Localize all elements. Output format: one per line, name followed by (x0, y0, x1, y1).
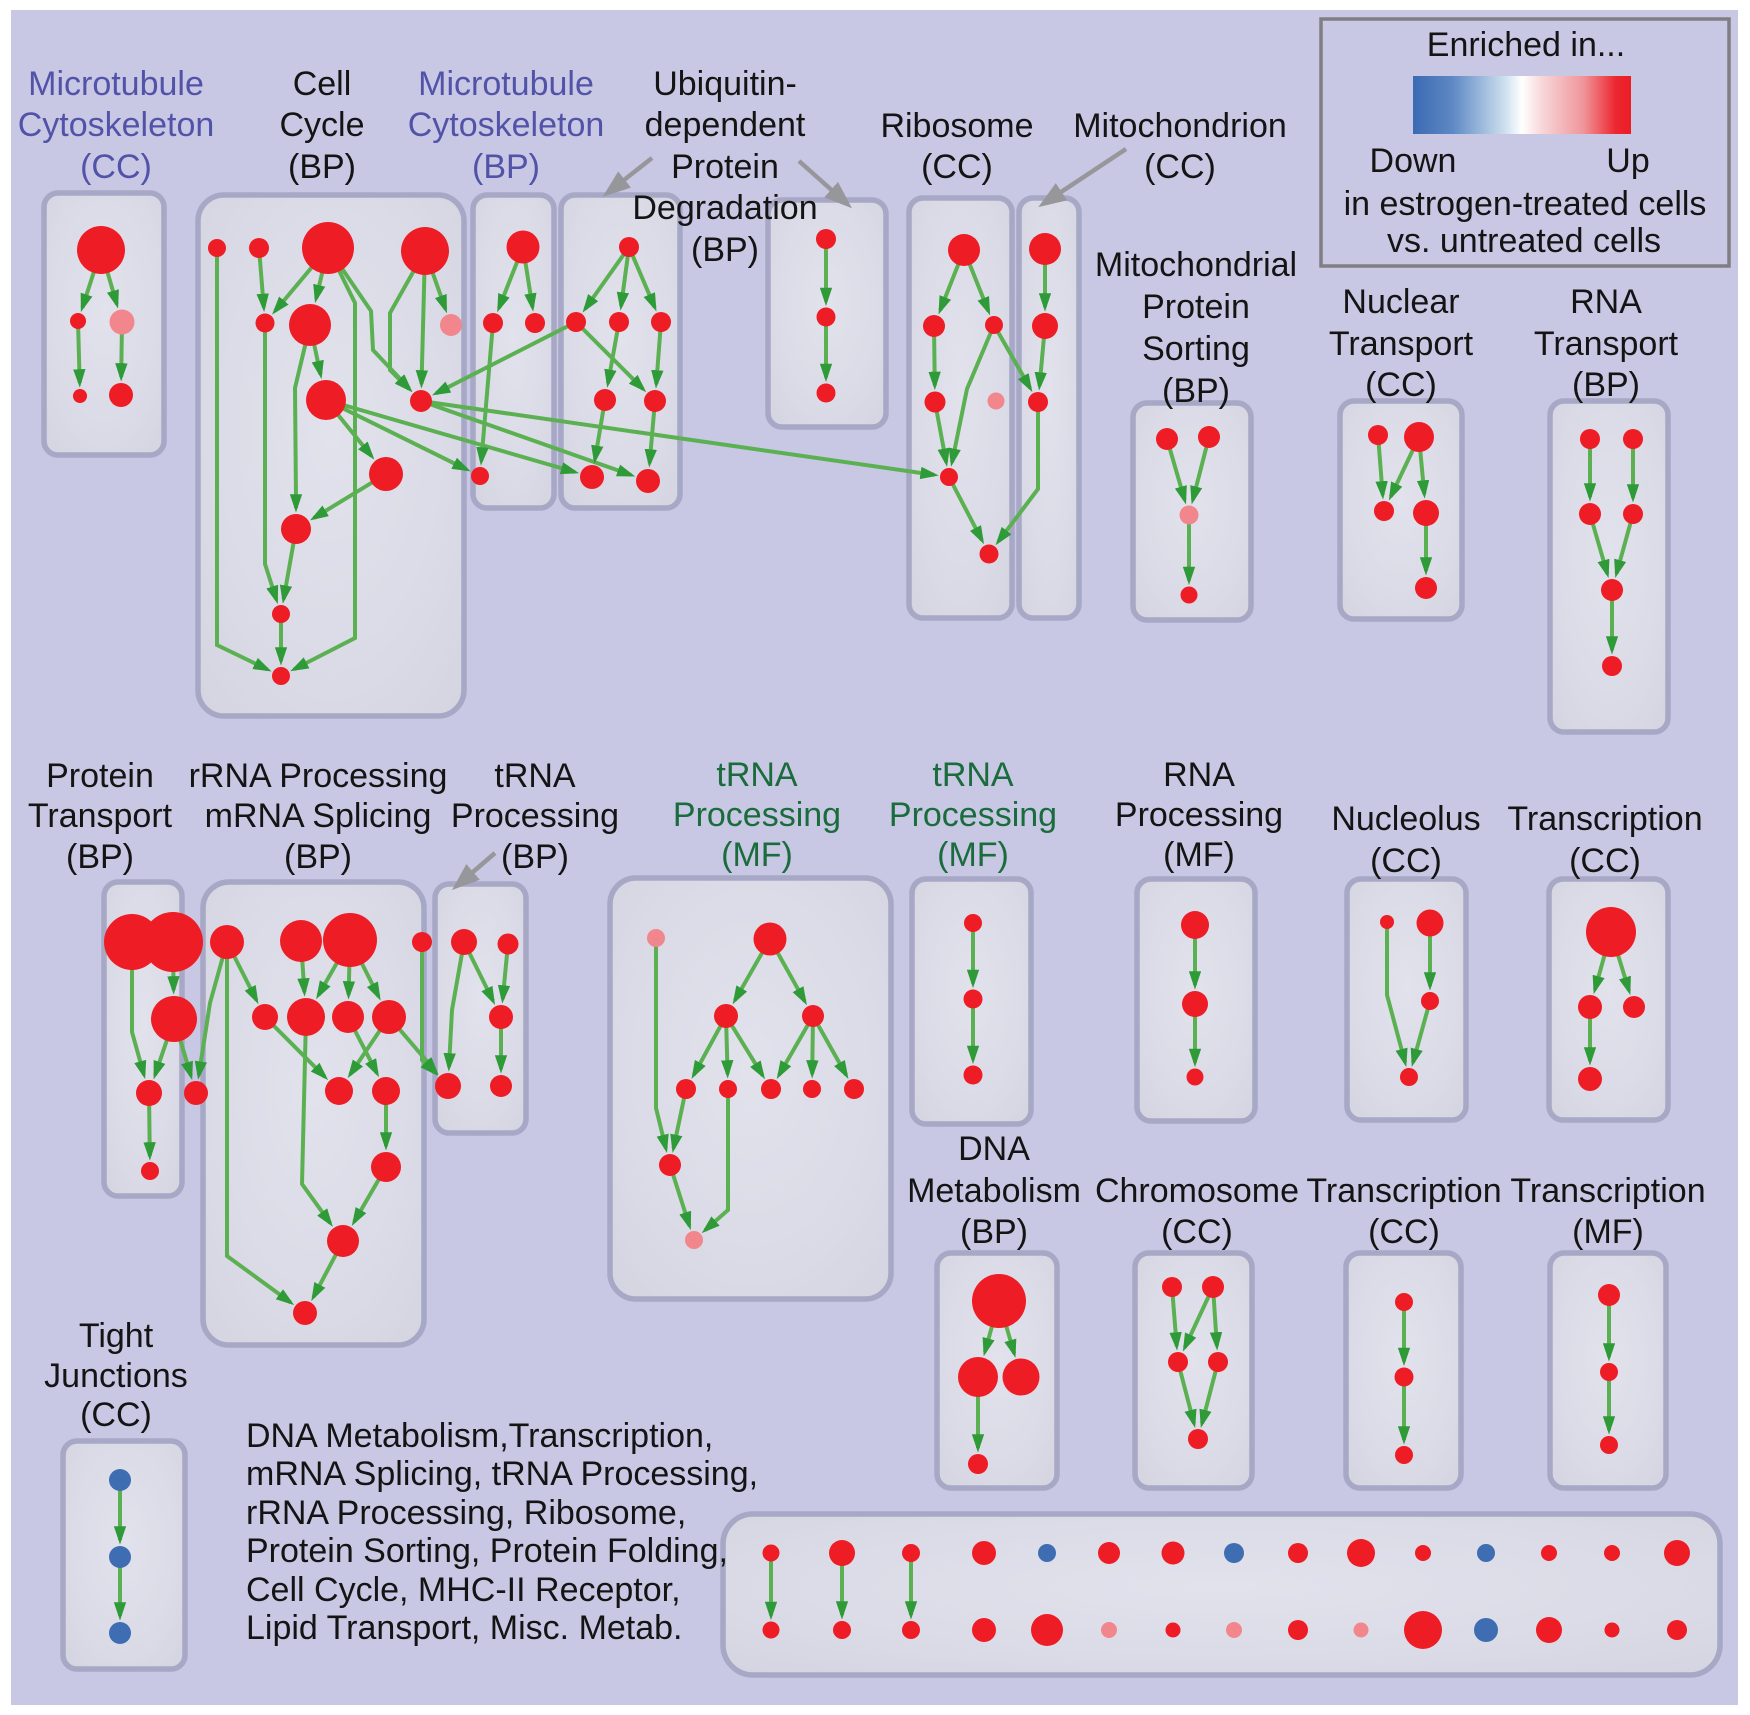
svg-text:tRNA: tRNA (494, 757, 576, 795)
svg-text:Cytoskeleton: Cytoskeleton (408, 106, 605, 144)
svg-text:Ubiquitin-: Ubiquitin- (653, 65, 797, 103)
svg-text:Mitochondrial: Mitochondrial (1095, 246, 1297, 284)
svg-text:tRNA: tRNA (932, 756, 1014, 794)
svg-text:Down: Down (1370, 142, 1457, 180)
svg-text:(BP): (BP) (960, 1213, 1028, 1251)
svg-text:Cell: Cell (293, 65, 352, 103)
svg-text:(CC): (CC) (1161, 1213, 1233, 1251)
svg-text:Protein: Protein (46, 757, 154, 795)
svg-text:(CC): (CC) (921, 148, 993, 186)
svg-text:Transport: Transport (28, 797, 173, 835)
svg-text:Nuclear: Nuclear (1342, 283, 1459, 321)
svg-text:Degradation: Degradation (632, 189, 817, 227)
svg-text:DNA: DNA (958, 1130, 1030, 1168)
svg-text:(BP): (BP) (284, 838, 352, 876)
svg-text:mRNA Splicing, tRNA Processing: mRNA Splicing, tRNA Processing, (246, 1455, 758, 1493)
svg-text:Transcription: Transcription (1306, 1172, 1501, 1210)
svg-text:(CC): (CC) (1370, 842, 1442, 880)
svg-text:(CC): (CC) (80, 1396, 152, 1434)
svg-text:Sorting: Sorting (1142, 330, 1250, 368)
svg-text:(MF): (MF) (721, 836, 793, 874)
svg-text:(BP): (BP) (691, 231, 759, 269)
svg-text:(BP): (BP) (1572, 366, 1640, 404)
svg-text:mRNA Splicing: mRNA Splicing (205, 797, 432, 835)
svg-text:Processing: Processing (451, 797, 619, 835)
svg-text:Chromosome: Chromosome (1095, 1172, 1299, 1210)
svg-text:Enriched in...: Enriched in... (1427, 26, 1625, 64)
svg-text:Processing: Processing (673, 796, 841, 834)
svg-text:rRNA Processing, Ribosome,: rRNA Processing, Ribosome, (246, 1494, 686, 1532)
svg-text:Transport: Transport (1329, 325, 1474, 363)
svg-text:Microtubule: Microtubule (418, 65, 594, 103)
svg-text:Tight: Tight (79, 1317, 154, 1355)
svg-text:Up: Up (1606, 142, 1649, 180)
svg-text:Cell Cycle, MHC-II Receptor,: Cell Cycle, MHC-II Receptor, (246, 1571, 681, 1609)
svg-text:tRNA: tRNA (716, 756, 798, 794)
svg-text:(MF): (MF) (1163, 836, 1235, 874)
svg-text:Transcription: Transcription (1510, 1172, 1705, 1210)
svg-text:DNA Metabolism,Transcription,: DNA Metabolism,Transcription, (246, 1417, 713, 1455)
svg-text:Microtubule: Microtubule (28, 65, 204, 103)
svg-text:Protein: Protein (671, 148, 779, 186)
svg-text:Lipid Transport, Misc. Metab.: Lipid Transport, Misc. Metab. (246, 1609, 683, 1647)
svg-text:Ribosome: Ribosome (880, 107, 1033, 145)
svg-text:Processing: Processing (1115, 796, 1283, 834)
svg-text:(MF): (MF) (1572, 1213, 1644, 1251)
svg-text:Protein: Protein (1142, 288, 1250, 326)
svg-text:(CC): (CC) (80, 148, 152, 186)
svg-text:(MF): (MF) (937, 836, 1009, 874)
svg-text:(CC): (CC) (1368, 1213, 1440, 1251)
svg-text:Junctions: Junctions (44, 1357, 188, 1395)
svg-text:(BP): (BP) (288, 148, 356, 186)
svg-text:Nucleolus: Nucleolus (1331, 800, 1480, 838)
svg-text:dependent: dependent (645, 106, 806, 144)
svg-text:in estrogen-treated cells: in estrogen-treated cells (1344, 185, 1707, 223)
svg-text:Protein Sorting, Protein Foldi: Protein Sorting, Protein Folding, (246, 1532, 728, 1570)
svg-text:(BP): (BP) (472, 148, 540, 186)
svg-text:Transcription: Transcription (1507, 800, 1702, 838)
svg-text:Transport: Transport (1534, 325, 1679, 363)
svg-text:Metabolism: Metabolism (907, 1172, 1081, 1210)
svg-text:RNA: RNA (1163, 756, 1235, 794)
svg-text:RNA: RNA (1570, 283, 1642, 321)
svg-text:rRNA Processing: rRNA Processing (189, 757, 448, 795)
svg-text:Processing: Processing (889, 796, 1057, 834)
svg-text:(CC): (CC) (1569, 842, 1641, 880)
svg-text:Mitochondrion: Mitochondrion (1073, 107, 1287, 145)
svg-text:(CC): (CC) (1144, 148, 1216, 186)
svg-text:Cycle: Cycle (279, 106, 364, 144)
svg-text:(BP): (BP) (66, 838, 134, 876)
svg-text:(BP): (BP) (1162, 372, 1230, 410)
svg-text:(CC): (CC) (1365, 366, 1437, 404)
svg-text:vs. untreated cells: vs. untreated cells (1387, 222, 1661, 260)
svg-text:(BP): (BP) (501, 838, 569, 876)
svg-text:Cytoskeleton: Cytoskeleton (18, 106, 215, 144)
